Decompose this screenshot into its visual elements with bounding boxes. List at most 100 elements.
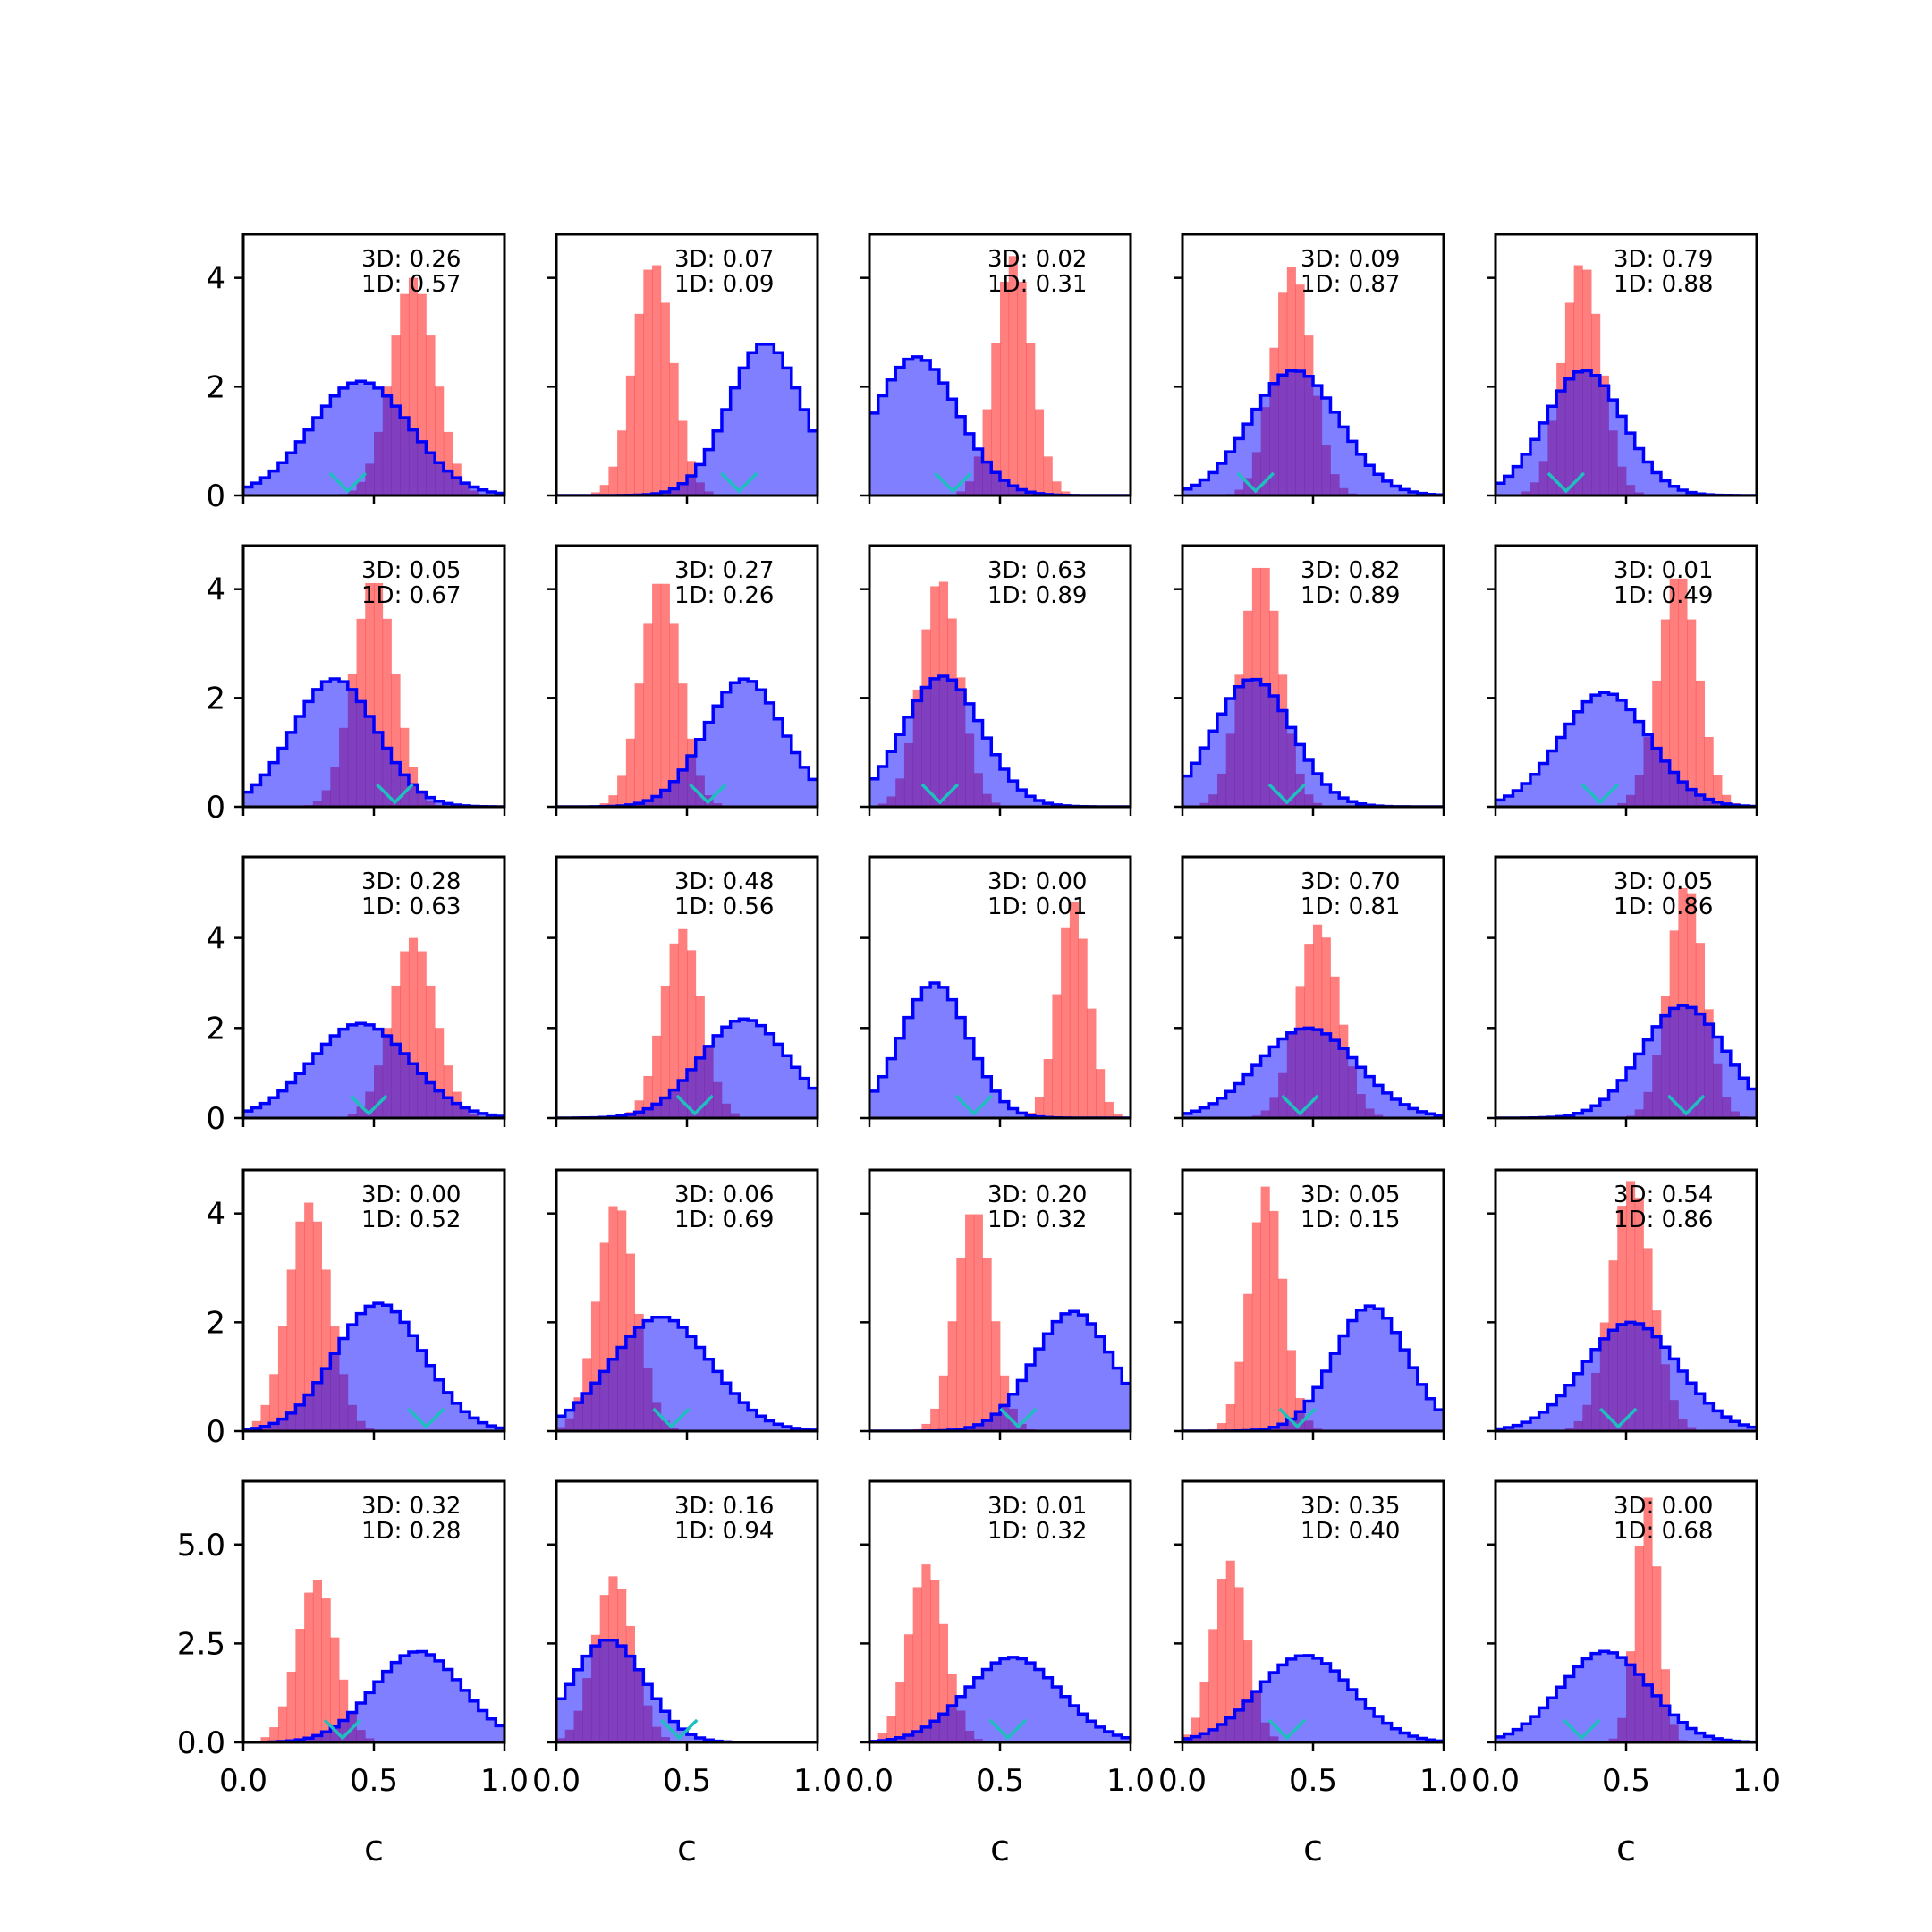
blue-3d-histogram-fill (1182, 1655, 1444, 1742)
blue-3d-histogram-outline (243, 1021, 504, 1118)
annotation-1d: 1D: 0.89 (1301, 582, 1400, 609)
blue-3d-histogram-fill (869, 676, 1131, 807)
red-1d-bar (1234, 1587, 1244, 1742)
annotation-3d: 3D: 0.27 (674, 557, 774, 584)
red-1d-bar (1704, 736, 1714, 807)
red-1d-bar (669, 362, 679, 496)
red-1d-bar (269, 1374, 279, 1431)
blue-3d-histogram-fill (869, 982, 1131, 1118)
red-1d-bar (660, 583, 670, 807)
x-axis-label: c (677, 1828, 697, 1869)
annotation-1d: 1D: 0.26 (674, 582, 774, 609)
red-1d-bar (921, 1564, 931, 1742)
annotation-3d: 3D: 0.05 (1301, 1182, 1400, 1208)
red-1d-bar (938, 1623, 948, 1742)
annotation-3d: 3D: 0.01 (1614, 557, 1713, 584)
red-1d-bar (1660, 619, 1671, 807)
red-1d-bar (312, 1580, 322, 1742)
y-tick-label: 2 (206, 369, 225, 405)
plot-area (556, 1576, 818, 1742)
annotation-1d: 1D: 0.09 (674, 271, 774, 298)
red-1d-bar (321, 1269, 331, 1431)
plot-area (556, 1206, 818, 1431)
annotation-1d: 1D: 0.94 (674, 1518, 774, 1545)
red-1d-bar (1052, 994, 1062, 1118)
annotation-1d: 1D: 0.15 (1301, 1207, 1400, 1233)
cyan-marker (934, 471, 972, 494)
red-1d-bar (1243, 1640, 1253, 1742)
y-tick-label: 2.5 (177, 1626, 225, 1662)
cyan-marker (328, 471, 368, 494)
red-1d-bar (617, 775, 627, 807)
red-1d-bar (260, 1404, 270, 1431)
blue-3d-histogram-outline (1496, 1320, 1757, 1431)
y-tick-label: 2 (206, 1011, 225, 1046)
y-tick-label: 2 (206, 681, 225, 716)
red-1d-bar (877, 1733, 887, 1742)
annotation-3d: 3D: 0.26 (361, 246, 461, 273)
red-1d-bar (1216, 1423, 1227, 1431)
x-tick-label: 1.0 (1733, 1763, 1781, 1799)
red-1d-bar (930, 1580, 940, 1742)
blue-3d-histogram-fill (243, 1303, 504, 1431)
annotation-3d: 3D: 0.63 (987, 557, 1087, 584)
y-tick-label: 0 (206, 479, 225, 514)
red-1d-bar (1026, 343, 1036, 496)
red-1d-bar (1626, 1181, 1636, 1431)
blue-3d-histogram-outline (1182, 1026, 1444, 1117)
y-tick-label: 4 (206, 261, 225, 297)
x-tick-label: 0.0 (219, 1763, 267, 1799)
blue-3d-histogram-fill (869, 1657, 1131, 1742)
red-1d-bar (1678, 578, 1688, 807)
red-1d-bar (1687, 893, 1697, 1118)
red-1d-bar (426, 335, 436, 496)
annotation-1d: 1D: 0.67 (361, 582, 461, 609)
annotation-3d: 3D: 0.06 (674, 1182, 774, 1208)
red-1d-bar (625, 375, 635, 496)
annotation-1d: 1D: 0.40 (1301, 1518, 1400, 1545)
red-1d-bar (678, 683, 688, 807)
annotation-1d: 1D: 0.49 (1614, 582, 1713, 609)
blue-3d-histogram-fill (869, 356, 1131, 496)
red-1d-bar (339, 1679, 349, 1742)
blue-3d-histogram-fill (1496, 1005, 1757, 1118)
plot-area (1496, 1181, 1757, 1431)
annotation-1d: 1D: 0.88 (1614, 271, 1713, 298)
red-1d-bar (973, 1214, 983, 1431)
red-1d-bar (1087, 1008, 1097, 1118)
annotation-3d: 3D: 0.28 (361, 869, 461, 895)
plot-area (556, 583, 818, 807)
red-1d-bar (365, 582, 375, 807)
red-1d-bar (1251, 1222, 1261, 1431)
red-1d-bar (1634, 1546, 1644, 1742)
red-1d-bar (643, 269, 653, 496)
cyan-marker (988, 1718, 1027, 1741)
red-1d-bar (1216, 1579, 1227, 1742)
red-1d-bar (991, 343, 1001, 496)
plot-area (243, 1202, 504, 1431)
y-tick-label: 4 (206, 921, 225, 957)
red-1d-bar (634, 313, 644, 496)
blue-3d-histogram-fill (869, 1311, 1131, 1431)
red-1d-bar (304, 1592, 314, 1742)
annotation-1d: 1D: 0.89 (987, 582, 1087, 609)
red-1d-bar (330, 1637, 340, 1742)
red-1d-bar (1713, 775, 1723, 807)
red-1d-bar (443, 1065, 453, 1118)
cyan-marker (652, 1407, 691, 1429)
red-1d-bar (277, 1326, 288, 1431)
blue-3d-histogram-fill (1496, 1322, 1757, 1431)
red-1d-bar (400, 293, 410, 496)
blue-3d-histogram-outline (1496, 1649, 1757, 1742)
